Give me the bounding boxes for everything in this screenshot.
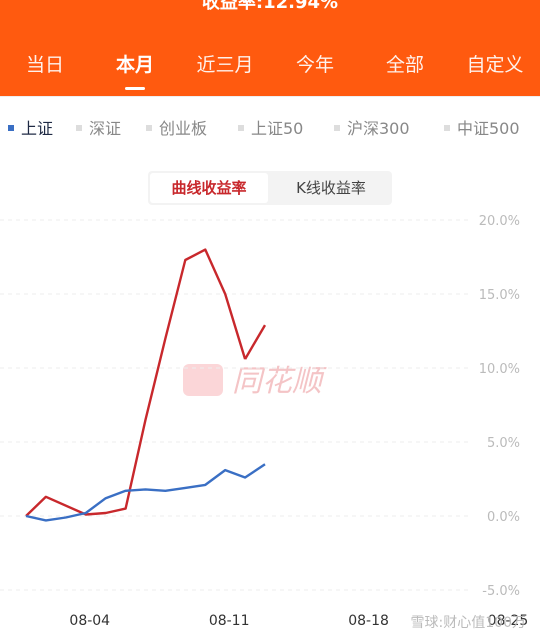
shanghai-index-line [25, 463, 266, 522]
legend-dot-icon [238, 124, 244, 131]
index-tab-label: 深证 [89, 119, 122, 138]
index-tabs: 上证 深证 创业板 上证50 沪深300 中证500 [0, 114, 540, 144]
x-tick-label: 08-25 [488, 613, 529, 629]
tab-all[interactable]: 全部 [385, 54, 424, 76]
legend-dot-icon [76, 124, 82, 131]
portfolio-return-line [244, 324, 267, 360]
index-tab-label: 创业板 [159, 119, 208, 138]
chart-watermark: 同花顺 [183, 364, 327, 399]
index-tab-csi300[interactable]: 沪深300 [334, 114, 410, 144]
x-tick-label: 08-04 [69, 613, 110, 629]
x-tick-label: 08-18 [348, 613, 389, 629]
y-tick-label: 5.0% [487, 436, 520, 451]
legend-dot-icon [444, 124, 450, 131]
tab-this-month[interactable]: 本月 [90, 48, 180, 90]
tab-today[interactable]: 当日 [25, 54, 64, 76]
footer-watermark: 雪球:财心值100万 [410, 615, 526, 631]
index-tab-chinext[interactable]: 创业板 [146, 114, 207, 144]
y-tick-label: 15.0% [479, 288, 520, 303]
kline-return-button[interactable]: K线收益率 [296, 179, 366, 197]
watermark-logo-icon [183, 364, 223, 396]
grid-lines [0, 219, 470, 591]
x-tick-label: 08-11 [209, 613, 250, 629]
header-divider [0, 96, 540, 97]
curve-return-button[interactable]: 曲线收益率 [150, 173, 268, 203]
watermark-text: 同花顺 [232, 364, 327, 399]
x-axis-ticks: 08-04 08-11 08-18 08-25 [69, 613, 528, 629]
legend-dot-icon [8, 124, 14, 131]
y-tick-label: 0.0% [487, 510, 520, 525]
header-bar: 收益率:12.94% 当日 本月 近三月 今年 全部 自定义 [0, 0, 540, 96]
chart-mode-toggle: 曲线收益率 K线收益率 [148, 171, 392, 205]
index-tab-sse50[interactable]: 上证50 [238, 114, 303, 144]
y-tick-label: 20.0% [479, 214, 520, 229]
index-tab-label: 中证500 [457, 119, 520, 138]
y-tick-label: 10.0% [479, 362, 520, 377]
index-tab-label: 上证50 [251, 119, 304, 138]
series-lines [25, 248, 267, 522]
index-tab-label: 沪深300 [347, 119, 410, 138]
tab-this-year[interactable]: 今年 [295, 54, 334, 76]
index-tab-shenzhen[interactable]: 深证 [76, 114, 121, 144]
tab-last-three-months[interactable]: 近三月 [196, 54, 254, 76]
y-tick-label: -5.0% [482, 584, 520, 599]
period-tabs: 当日 本月 近三月 今年 全部 自定义 [0, 48, 540, 90]
index-tab-label: 上证 [21, 119, 54, 138]
return-line-chart: 同花顺 20.0%15.0%10.0%5.0%0.0%-5.0% 08-04 08… [0, 214, 528, 629]
index-tab-csi500[interactable]: 中证500 [444, 114, 520, 144]
portfolio-return-line [25, 248, 247, 517]
legend-dot-icon [146, 124, 152, 131]
legend-dot-icon [334, 124, 340, 131]
index-tab-shanghai[interactable]: 上证 [8, 114, 53, 144]
return-rate-label: 收益率:12.94% [201, 0, 339, 13]
y-axis-ticks: 20.0% 15.0% 10.0% 5.0% 0.0% -5.0% [479, 214, 520, 599]
tab-custom[interactable]: 自定义 [466, 54, 524, 76]
